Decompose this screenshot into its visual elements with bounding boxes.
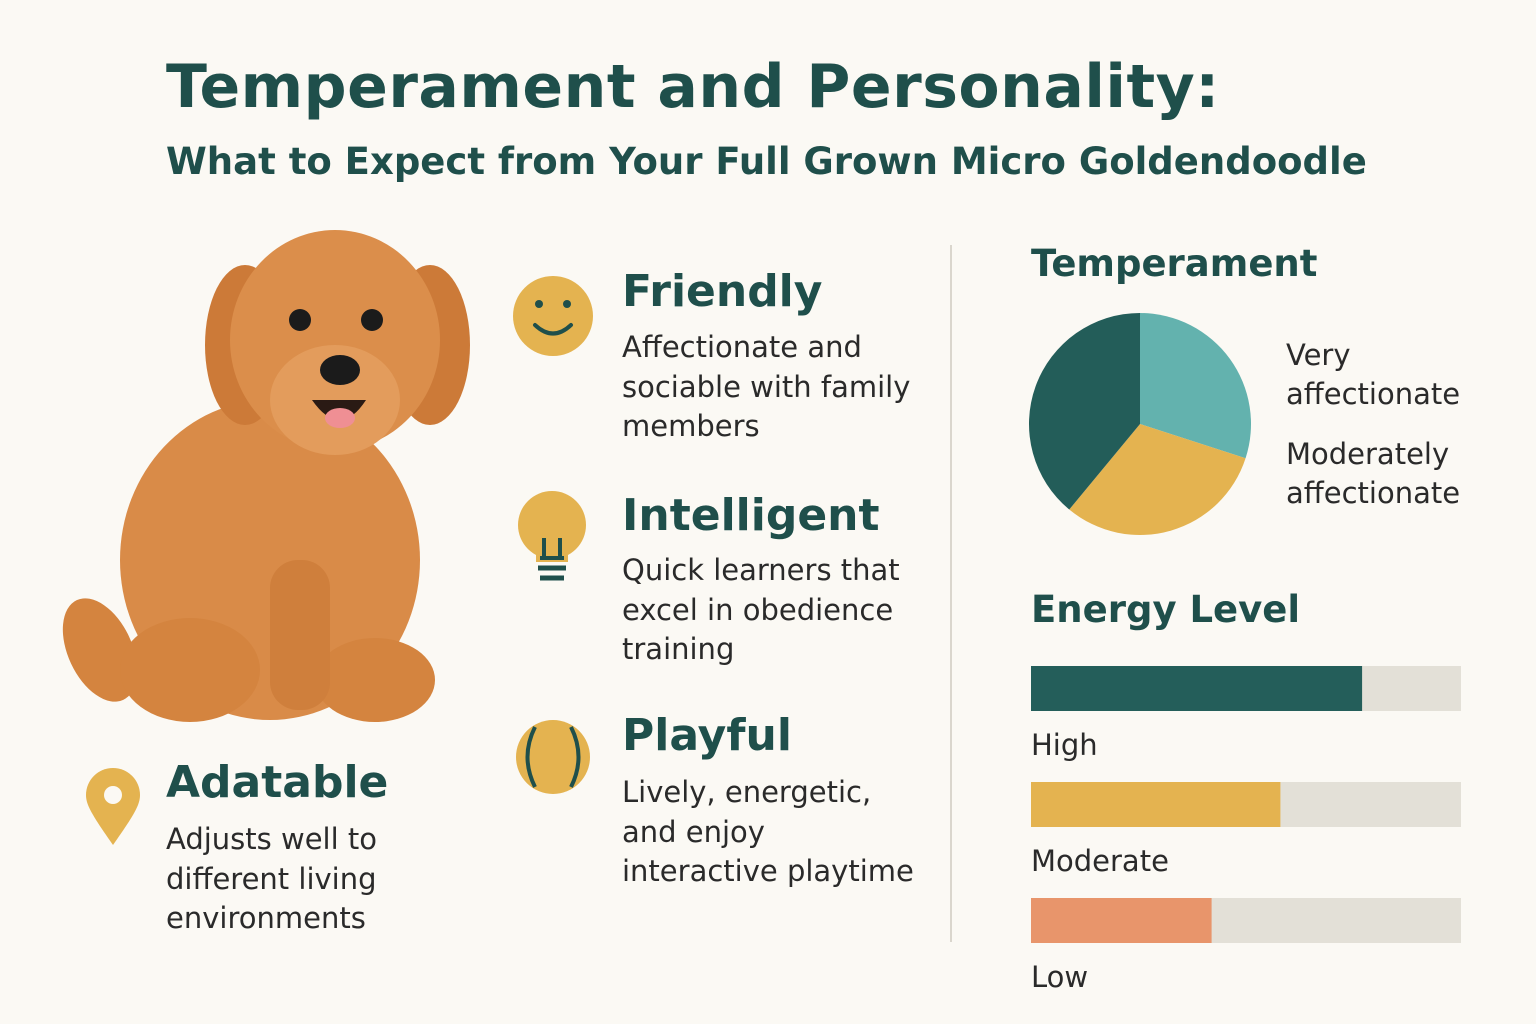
bar-label: High xyxy=(1031,728,1098,762)
bulb-icon xyxy=(518,491,586,581)
trait-heading: Playful xyxy=(622,710,792,761)
subtitle: What to Expect from Your Full Grown Micr… xyxy=(166,140,1367,183)
legend-label: Very affectionate xyxy=(1286,338,1461,411)
trait-line: sociable with family xyxy=(622,369,911,404)
chart-title: Energy Level xyxy=(1031,588,1301,631)
pie-slice xyxy=(1069,424,1246,535)
trait-heading: Friendly xyxy=(622,266,823,317)
bar-label: Low xyxy=(1031,960,1089,994)
title: Temperament and Personality: xyxy=(166,52,1220,122)
trait-line: training xyxy=(622,632,735,666)
legend-label: Moderately affectionate xyxy=(1286,437,1461,510)
trait-line: members xyxy=(622,409,760,443)
location-icon xyxy=(86,768,140,845)
dog-illustration xyxy=(62,230,470,722)
trait-line: Lively, energetic, xyxy=(622,775,872,809)
ball-icon xyxy=(516,720,590,794)
bar xyxy=(1031,898,1212,943)
trait-line: environments xyxy=(166,901,366,935)
trait-heading: Intelligent xyxy=(622,490,880,541)
trait-line: Quick learners that xyxy=(622,553,900,587)
trait-line: interactive playtime xyxy=(622,854,914,888)
chart-title: Temperament xyxy=(1031,242,1318,285)
bar xyxy=(1031,782,1281,827)
pie-slice xyxy=(1140,313,1251,459)
trait-line: and enjoy xyxy=(622,814,765,849)
trait-line: Affectionate and xyxy=(622,330,862,364)
bar-label: Moderate xyxy=(1031,844,1169,878)
pie-slice xyxy=(1029,313,1140,510)
smile-icon xyxy=(513,276,593,356)
trait-heading: Adatable xyxy=(166,757,389,808)
trait-line: excel in obedience xyxy=(622,592,894,627)
trait-line: different living xyxy=(166,861,377,896)
trait-line: Adjusts well to xyxy=(166,822,377,856)
bar xyxy=(1031,666,1363,711)
